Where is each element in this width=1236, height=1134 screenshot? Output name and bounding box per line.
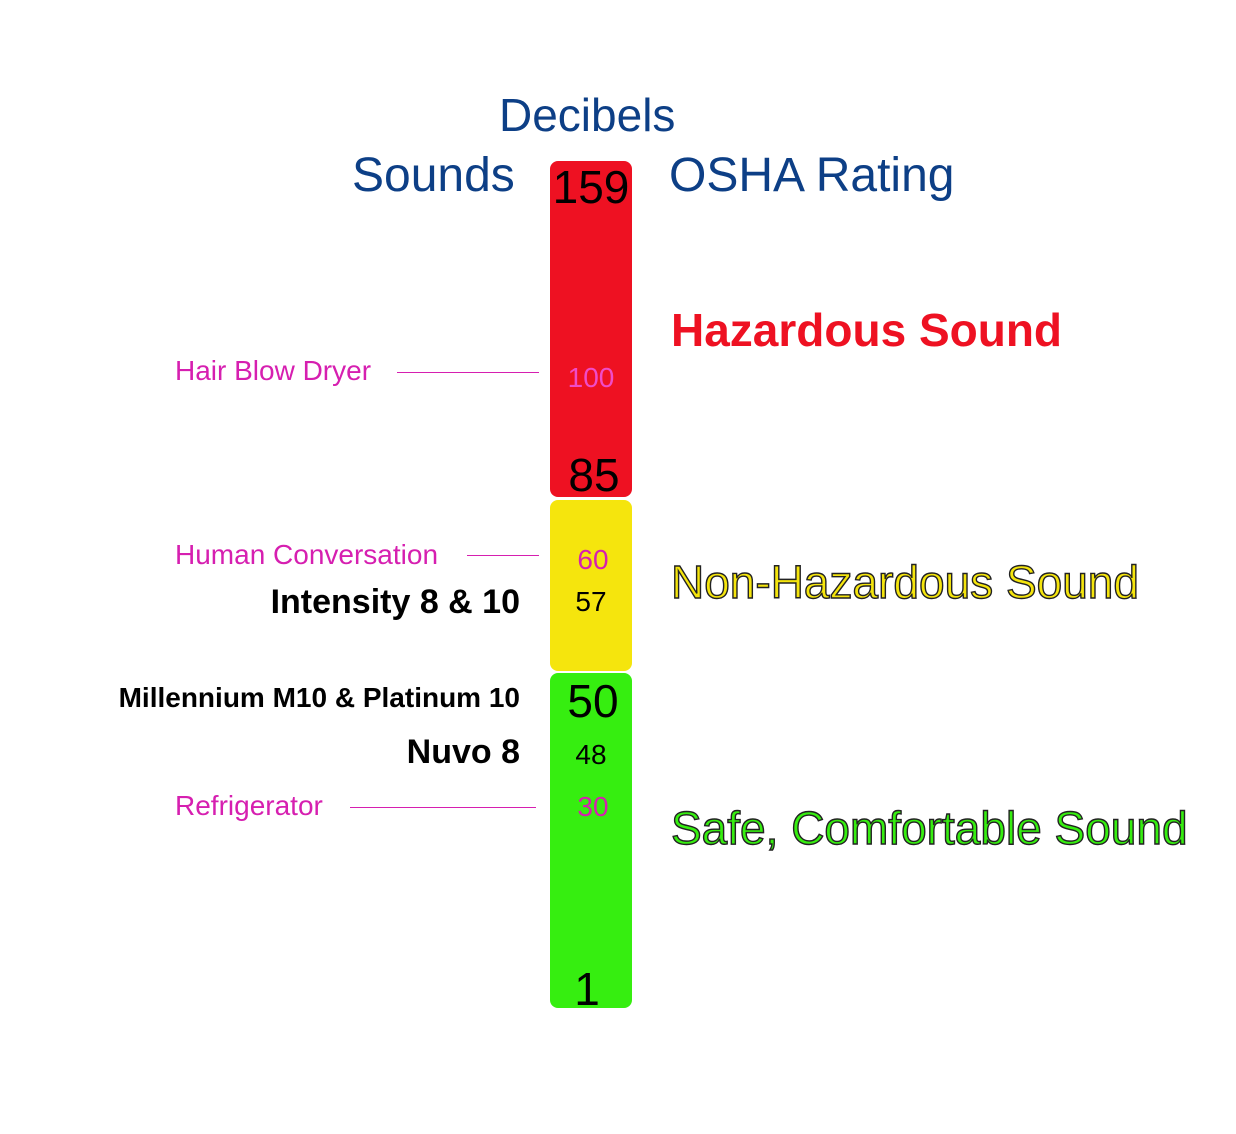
hazardous-zone-label: Hazardous Sound <box>671 304 1063 356</box>
refrigerator-label: Refrigerator <box>175 790 323 821</box>
hazardous-bar-segment <box>550 161 632 497</box>
conversation-label: Human Conversation <box>175 539 439 570</box>
hair-dryer-value: 100 <box>567 362 615 393</box>
scale-min-value: 1 <box>574 963 600 1015</box>
safe-bar-segment <box>550 673 632 1008</box>
safe-threshold-value: 50 <box>567 675 619 727</box>
millennium-label: Millennium M10 & Platinum 10 <box>118 682 520 713</box>
hazard-threshold-value: 85 <box>568 449 620 501</box>
non-hazardous-bar-segment <box>550 500 632 671</box>
conversation-value: 60 <box>577 544 609 575</box>
scale-max-value: 159 <box>552 161 630 213</box>
intensity-label: Intensity 8 & 10 <box>270 583 520 621</box>
osha-rating-header: OSHA Rating <box>669 149 955 202</box>
nuvo-label: Nuvo 8 <box>406 733 520 771</box>
hair-dryer-leader-line <box>397 372 539 373</box>
refrigerator-leader-line <box>350 807 536 808</box>
decibels-title: Decibels <box>499 89 676 141</box>
hair-dryer-label: Hair Blow Dryer <box>175 355 372 386</box>
intensity-value: 57 <box>575 586 607 617</box>
refrigerator-value: 30 <box>577 791 609 822</box>
safe-zone-label: Safe, Comfortable Sound <box>670 802 1188 854</box>
conversation-leader-line <box>467 555 539 556</box>
sounds-header: Sounds <box>352 149 515 202</box>
non-hazardous-zone-label: Non-Hazardous Sound <box>670 556 1139 608</box>
nuvo-value: 48 <box>575 739 607 770</box>
